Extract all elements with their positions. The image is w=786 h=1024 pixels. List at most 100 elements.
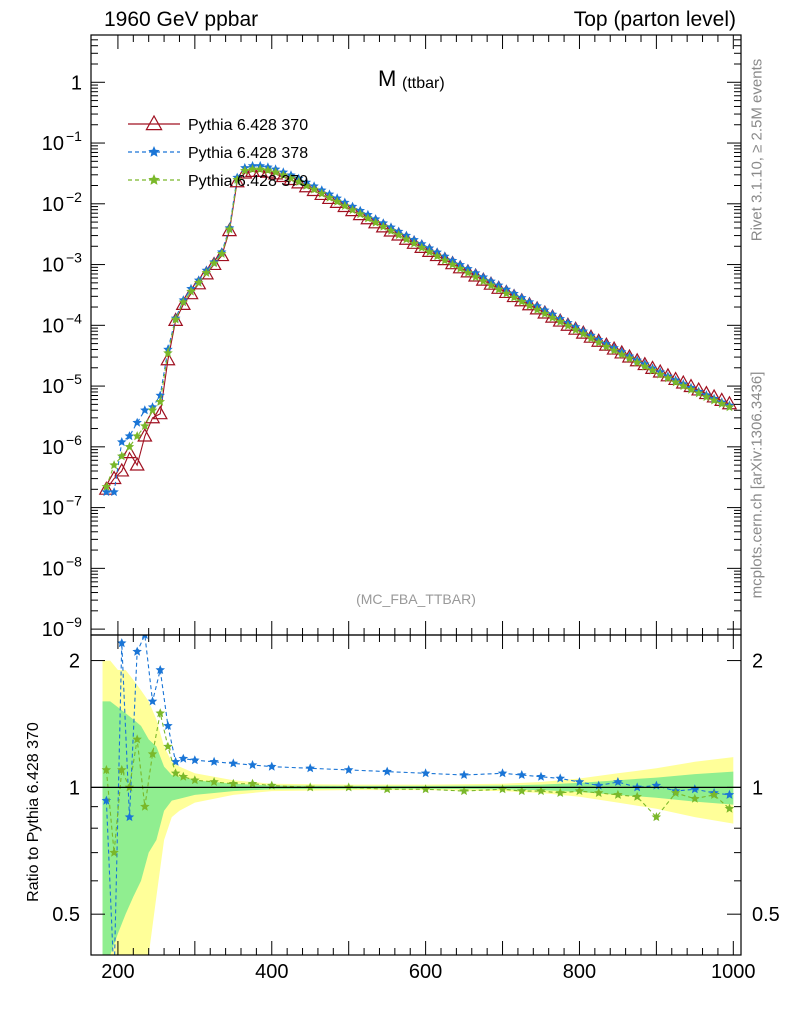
data-point bbox=[693, 388, 704, 398]
ratio-series-line bbox=[105, 635, 730, 955]
data-point bbox=[101, 764, 112, 774]
data-point bbox=[247, 778, 258, 788]
plot-title: M bbox=[378, 66, 396, 91]
ratio-y-tick-label-right: 1 bbox=[752, 777, 763, 799]
y-tick-exponent: −4 bbox=[66, 310, 82, 326]
data-point bbox=[547, 312, 558, 322]
data-point bbox=[163, 720, 173, 730]
data-point bbox=[291, 174, 307, 189]
data-point bbox=[228, 778, 239, 788]
y-tick-exponent: −9 bbox=[66, 614, 82, 630]
data-point bbox=[606, 340, 622, 355]
data-point bbox=[124, 441, 135, 451]
x-tick-label: 200 bbox=[101, 961, 134, 983]
data-point bbox=[555, 773, 565, 783]
data-point bbox=[175, 296, 191, 311]
data-point bbox=[121, 444, 138, 459]
data-point bbox=[447, 259, 458, 269]
data-point bbox=[382, 766, 392, 776]
data-point bbox=[229, 173, 245, 188]
data-point bbox=[221, 222, 238, 237]
data-point bbox=[355, 209, 365, 219]
data-point bbox=[163, 348, 173, 358]
data-point bbox=[640, 361, 650, 371]
data-point bbox=[190, 775, 200, 785]
data-point bbox=[555, 787, 565, 797]
y-tick-label: 10 bbox=[42, 194, 64, 216]
data-point bbox=[155, 396, 165, 406]
data-point bbox=[191, 275, 207, 290]
data-point bbox=[144, 409, 161, 424]
data-point bbox=[155, 708, 165, 718]
ratio-series-line bbox=[105, 713, 730, 853]
y-tick-label: 1 bbox=[71, 72, 82, 94]
data-point bbox=[101, 795, 112, 805]
data-point bbox=[486, 280, 496, 290]
data-point bbox=[417, 242, 427, 252]
data-point bbox=[206, 256, 222, 271]
data-point bbox=[275, 168, 291, 183]
data-point bbox=[140, 405, 150, 415]
data-point bbox=[117, 451, 127, 461]
data-point bbox=[340, 201, 350, 210]
data-point bbox=[574, 777, 585, 786]
data-point bbox=[193, 277, 204, 287]
data-point bbox=[140, 421, 150, 431]
data-point bbox=[321, 190, 338, 205]
data-point bbox=[147, 696, 158, 706]
series-line bbox=[105, 170, 730, 490]
data-point bbox=[378, 221, 389, 231]
y-tick-label: 10 bbox=[42, 498, 64, 520]
data-point bbox=[132, 646, 142, 656]
data-point bbox=[167, 312, 184, 327]
data-point bbox=[317, 188, 327, 198]
y-tick-label: 10 bbox=[42, 437, 64, 459]
data-point bbox=[601, 341, 612, 351]
data-point bbox=[293, 176, 304, 186]
data-point bbox=[228, 758, 239, 768]
ratio-y-tick-label-right: 2 bbox=[752, 651, 763, 673]
data-point bbox=[117, 638, 127, 648]
analysis-watermark: (MC_FBA_TTBAR) bbox=[356, 591, 476, 607]
data-point bbox=[170, 768, 181, 778]
data-point bbox=[224, 224, 235, 234]
y-tick-exponent: −2 bbox=[66, 189, 82, 205]
data-point bbox=[132, 734, 142, 744]
data-point bbox=[670, 377, 681, 387]
data-point bbox=[370, 217, 381, 227]
data-point bbox=[178, 771, 189, 781]
data-point bbox=[651, 812, 662, 822]
data-point bbox=[609, 345, 619, 355]
data-point bbox=[655, 369, 665, 379]
x-tick-label: 400 bbox=[255, 961, 288, 983]
data-point bbox=[263, 165, 273, 175]
series-line bbox=[106, 165, 730, 493]
data-point bbox=[332, 196, 342, 206]
data-point bbox=[614, 344, 630, 359]
data-point bbox=[613, 777, 623, 786]
data-point bbox=[709, 395, 719, 405]
data-point bbox=[286, 173, 296, 183]
data-point bbox=[252, 163, 268, 178]
data-point bbox=[420, 768, 431, 778]
data-point bbox=[686, 384, 696, 394]
data-point bbox=[209, 777, 219, 786]
data-point bbox=[424, 247, 435, 256]
data-point bbox=[109, 460, 119, 470]
data-point bbox=[470, 272, 481, 282]
data-point bbox=[467, 267, 484, 282]
data-point bbox=[632, 357, 642, 367]
data-point bbox=[214, 247, 230, 262]
data-point bbox=[190, 755, 200, 765]
y-tick-label: 10 bbox=[42, 376, 64, 398]
data-point bbox=[493, 284, 504, 294]
data-point bbox=[555, 316, 565, 326]
data-point bbox=[690, 793, 700, 803]
y-tick-exponent: −7 bbox=[66, 493, 82, 509]
data-point bbox=[148, 146, 160, 157]
data-point bbox=[170, 314, 181, 324]
y-tick-exponent: −5 bbox=[66, 371, 82, 387]
y-tick-exponent: −3 bbox=[66, 250, 82, 266]
